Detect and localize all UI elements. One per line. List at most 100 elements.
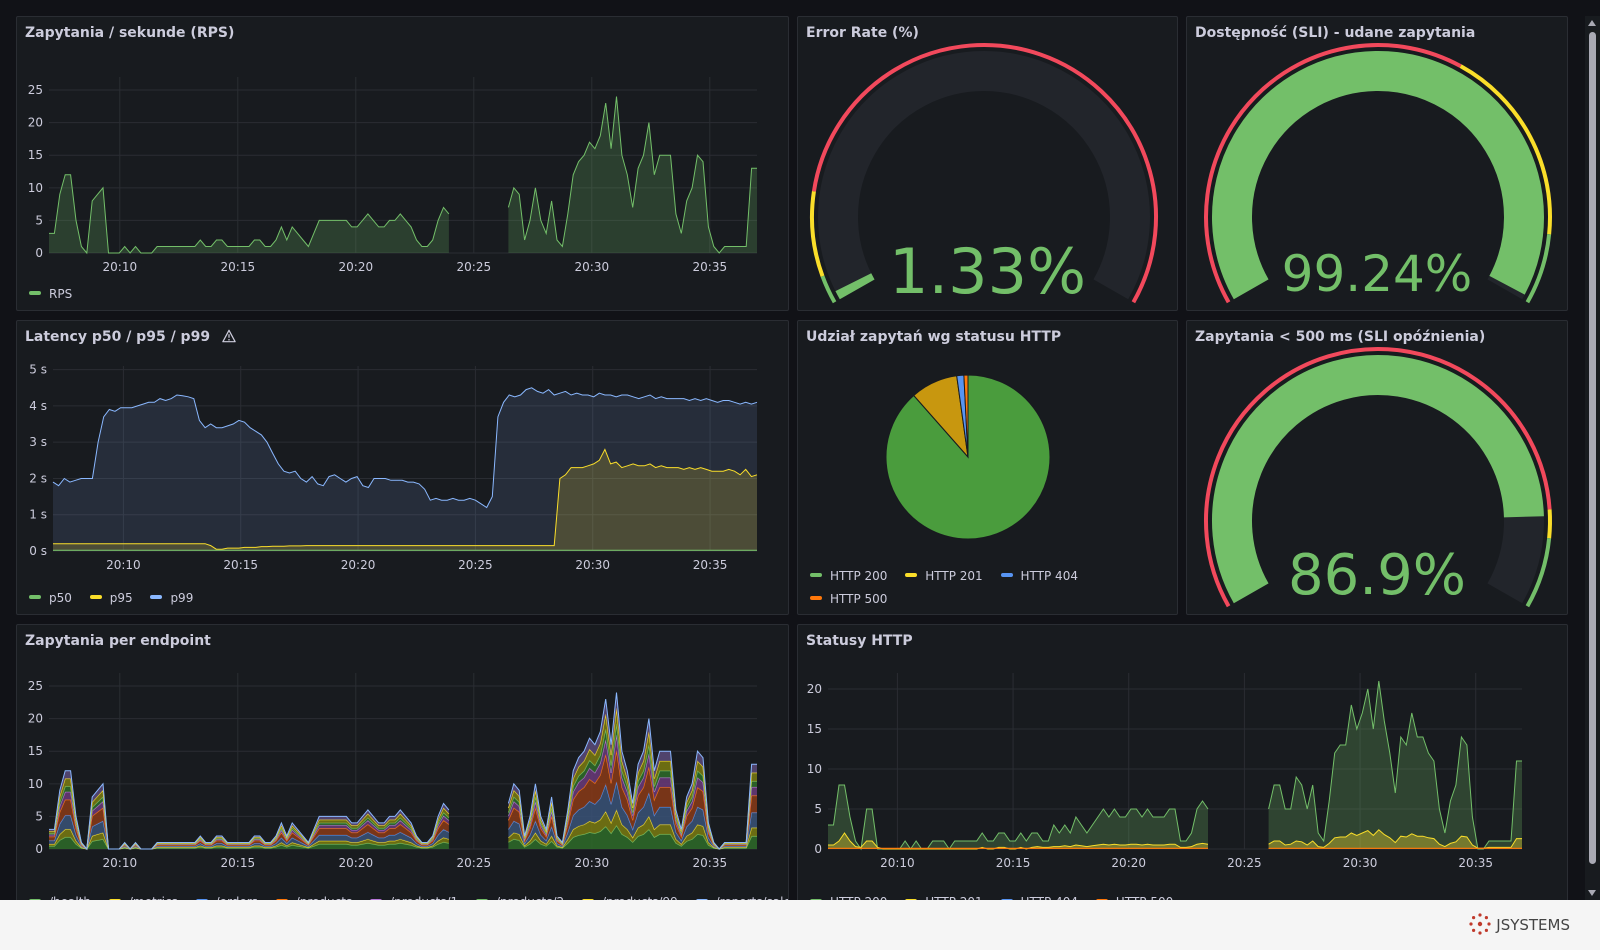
gauge-threshold-arc: [1547, 509, 1552, 539]
legend-swatch: [1000, 573, 1013, 577]
rps-y-tick-label: 5: [35, 213, 43, 227]
rps-series-line: [49, 174, 450, 255]
legend-item-p99[interactable]: p99: [150, 591, 193, 605]
legend-item-http-200[interactable]: HTTP 200: [810, 565, 887, 588]
rps-y-tick-label: 25: [28, 83, 43, 97]
latency-x-tick-label: 20:20: [341, 558, 376, 572]
per-endpoint-series-area: [508, 825, 757, 849]
jsystems-logo-text: JSYSTEMS: [1496, 915, 1570, 934]
http-status-x-tick-label: 20:10: [880, 856, 915, 870]
status-share-legend: HTTP 200 HTTP 201 HTTP 404 HTTP 500: [810, 565, 1170, 611]
latency-chart: 0 s 1 s 2 s 3 s 4 s 5 s 20:10 20:15 20:20 20:25 20…: [29, 363, 758, 572]
panel-title-rps[interactable]: Zapytania / sekunde (RPS): [25, 25, 235, 41]
panel-title-error-rate[interactable]: Error Rate (%): [806, 25, 919, 41]
scroll-up-arrow-icon[interactable]: [1588, 20, 1596, 26]
panel-title-latency-text: Latency p50 / p95 / p99: [25, 329, 211, 345]
rps-legend: RPS: [29, 287, 86, 301]
panel-title-latency[interactable]: Latency p50 / p95 / p99: [25, 329, 236, 345]
legend-label: HTTP 500: [1116, 895, 1173, 903]
legend-label: HTTP 200: [830, 569, 888, 583]
legend-label: HTTP 201: [925, 569, 983, 583]
per-endpoint-series-area: [49, 815, 449, 849]
latency-series-p99-area: [53, 387, 757, 551]
latency-y-tick-label: 2 s: [29, 471, 47, 485]
rps-y-tick-label: 0: [35, 246, 43, 260]
jsystems-logo: JSYSTEMS: [1468, 912, 1570, 936]
legend-swatch: [810, 596, 822, 600]
gauge-value-arc: [1212, 355, 1544, 604]
panel-title-http-status[interactable]: Statusy HTTP: [806, 633, 913, 649]
panel-title-per-endpoint[interactable]: Zapytania per endpoint: [25, 633, 211, 649]
panel-latency-sli[interactable]: Zapytania < 500 ms (SLI opóźnienia) 86.9…: [1186, 320, 1568, 615]
panel-per-endpoint[interactable]: Zapytania per endpoint 0 5 10 15 20 25 20:10 20…: [16, 624, 789, 904]
latency-y-tick-label: 4 s: [29, 399, 47, 413]
rps-x-tick-label: 20:30: [575, 260, 610, 274]
availability-value: 99.24%: [1281, 245, 1473, 303]
rps-x-tick-label: 20:35: [693, 260, 728, 274]
per-endpoint-y-tick-label: 5: [35, 809, 43, 823]
legend-swatch: [150, 595, 163, 599]
panel-latency[interactable]: Latency p50 / p95 / p99 0 s 1 s 2 s 3 s 4 s 5…: [16, 320, 789, 615]
http-status-series-201-area: [828, 833, 1208, 849]
legend-item-rps[interactable]: RPS: [29, 287, 72, 301]
rps-y-tick-label: 10: [28, 181, 43, 195]
page-scrollbar[interactable]: [1585, 16, 1600, 900]
legend-item-p95[interactable]: p95: [89, 591, 133, 605]
rps-series-area: [49, 174, 449, 253]
per-endpoint-y-tick-label: 0: [35, 842, 43, 856]
panel-error-rate[interactable]: Error Rate (%) 1.33%: [797, 16, 1178, 311]
gauge-threshold-arc: [810, 190, 825, 277]
panel-title-availability[interactable]: Dostępność (SLI) - udane zapytania: [1195, 25, 1476, 41]
legend-label: HTTP 500: [830, 592, 888, 606]
per-endpoint-series-area: [49, 837, 449, 849]
latency-series-p95-area: [53, 449, 757, 551]
latency-series-p99-line: [52, 387, 758, 509]
per-endpoint-series-area: [49, 829, 449, 849]
panel-rps[interactable]: Zapytania / sekunde (RPS) 0 5 10 15 20 25 20:1…: [16, 16, 789, 311]
latency-x-tick-label: 20:35: [693, 558, 728, 572]
per-endpoint-x-tick-label: 20:15: [221, 856, 256, 870]
gauge-value-arc: [1212, 51, 1544, 300]
latency-x-tick-label: 20:10: [106, 558, 141, 572]
scroll-down-arrow-icon[interactable]: [1588, 890, 1596, 896]
panel-availability[interactable]: Dostępność (SLI) - udane zapytania 99.24…: [1186, 16, 1568, 311]
legend-swatch: [810, 573, 822, 577]
rps-y-tick-label: 20: [28, 116, 43, 130]
rps-x-tick-label: 20:20: [339, 260, 374, 274]
legend-label: p99: [170, 591, 194, 605]
per-endpoint-x-tick-label: 20:25: [457, 856, 492, 870]
legend-item-http-201[interactable]: HTTP 201: [905, 565, 983, 588]
legend-item-http-404[interactable]: HTTP 404: [1000, 565, 1078, 588]
per-endpoint-y-tick-label: 10: [28, 777, 43, 791]
panel-title-latency-sli[interactable]: Zapytania < 500 ms (SLI opóźnienia): [1195, 329, 1486, 345]
per-endpoint-x-tick-label: 20:35: [693, 856, 728, 870]
gauge-value-arc: [835, 273, 875, 300]
http-status-y-tick-label: 10: [807, 762, 822, 776]
http-status-x-tick-label: 20:15: [996, 856, 1031, 870]
legend-label: /products/99: [602, 895, 678, 903]
per-endpoint-series-area: [508, 781, 757, 849]
legend-swatch: [89, 595, 102, 599]
rps-series-area: [508, 96, 757, 253]
latency-series-p95-line: [53, 448, 758, 550]
gauge-threshold-arc: [1525, 538, 1552, 608]
per-endpoint-y-tick-label: 25: [28, 679, 43, 693]
per-endpoint-y-tick-label: 15: [28, 744, 43, 758]
latency-y-tick-label: 5 s: [29, 363, 47, 377]
availability-gauge: [1204, 43, 1552, 304]
panel-title-status-share[interactable]: Udział zapytań wg statusu HTTP: [806, 329, 1062, 345]
scrollbar-thumb[interactable]: [1589, 32, 1596, 864]
legend-label: /metrics: [129, 895, 178, 903]
legend-item-http-500[interactable]: HTTP 500: [810, 588, 887, 611]
panel-http-status[interactable]: Statusy HTTP 0 5 10 15 20 20:10 20:15 20:20 20:2…: [797, 624, 1568, 904]
per-endpoint-series-area: [508, 750, 757, 849]
per-endpoint-series-line: [507, 692, 757, 850]
rps-x-tick-label: 20:25: [457, 260, 492, 274]
error-rate-gauge: [810, 43, 1158, 304]
panel-status-share[interactable]: Udział zapytań wg statusu HTTP HTTP 200 …: [797, 320, 1178, 615]
warning-triangle-icon[interactable]: [222, 329, 236, 343]
legend-item-p50[interactable]: p50: [29, 591, 72, 605]
legend-label: /products/1: [390, 895, 458, 903]
http-status-y-tick-label: 20: [807, 682, 822, 696]
http-status-series-200-area: [828, 785, 1208, 849]
